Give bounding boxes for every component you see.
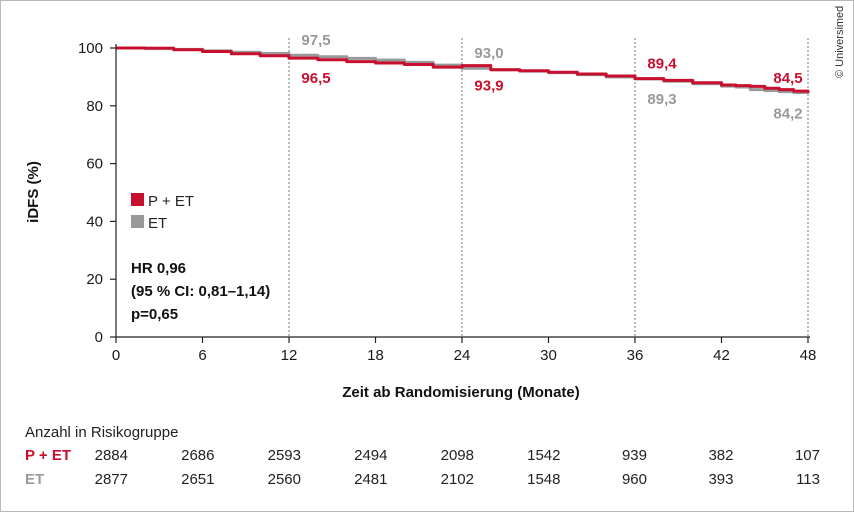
p-value: p=0,65 <box>131 306 178 323</box>
annotation-value: 96,5 <box>301 70 330 87</box>
x-tick-label: 48 <box>800 347 817 364</box>
y-tick-label: 100 <box>78 40 103 57</box>
confidence-interval: (95 % CI: 0,81–1,14) <box>131 283 270 300</box>
annotation-value: 97,5 <box>301 32 330 49</box>
y-tick-label: 20 <box>86 271 103 288</box>
risk-cell: 2593 <box>267 447 301 464</box>
risk-cell: 1542 <box>527 447 561 464</box>
y-tick-label: 60 <box>86 156 103 173</box>
axes: 0 20 40 60 80 100 0 6 12 18 24 30 36 42 48 <box>78 40 816 364</box>
risk-row-label: ET <box>25 471 45 488</box>
x-tick-label: 36 <box>627 347 644 364</box>
risk-cell: 2481 <box>354 471 388 488</box>
risk-row-et: ET 2877 2651 2560 2481 2102 1548 960 393 113 <box>25 468 845 492</box>
annotation-value: 93,9 <box>474 78 503 95</box>
x-tick-label: 6 <box>198 347 206 364</box>
legend-swatch-p-et <box>131 193 144 206</box>
risk-table: Anzahl in Risikogruppe P + ET 2884 2686 25… <box>25 422 845 492</box>
km-chart: 0 20 40 60 80 100 0 6 12 18 24 30 36 42 48 97,5 96,5 93,… <box>25 6 846 401</box>
risk-cell: 382 <box>708 447 734 464</box>
risk-cell: 960 <box>621 471 647 488</box>
legend-label-et: ET <box>148 215 167 232</box>
y-tick-label: 80 <box>86 98 103 115</box>
risk-row-label: P + ET <box>25 447 71 464</box>
y-axis-title: iDFS (%) <box>25 161 42 223</box>
risk-cell: 2098 <box>440 447 474 464</box>
stats-block: HR 0,96 (95 % CI: 0,81–1,14) p=0,65 <box>131 260 270 323</box>
series-line-p-et <box>116 46 810 93</box>
legend-label-p-et: P + ET <box>148 193 194 210</box>
risk-cell: 2651 <box>181 471 215 488</box>
copyright-credit: © Universimed <box>834 6 846 78</box>
y-tick-label: 40 <box>86 213 103 230</box>
x-tick-label: 24 <box>454 347 471 364</box>
annotation-value: 84,2 <box>773 106 802 123</box>
legend: P + ET ET <box>131 193 194 232</box>
risk-cell: 2686 <box>181 447 215 464</box>
annotation-value: 89,3 <box>647 91 676 108</box>
risk-cell: 2560 <box>267 471 301 488</box>
risk-cell: 113 <box>796 471 820 488</box>
annotation-value: 93,0 <box>474 45 503 62</box>
legend-swatch-et <box>131 215 144 228</box>
value-annotations: 97,5 96,5 93,0 93,9 89,4 89,3 84,5 84,2 <box>301 32 802 122</box>
risk-cell: 2102 <box>440 471 474 488</box>
risk-table-title: Anzahl in Risikogruppe <box>25 424 179 441</box>
risk-cell: 939 <box>621 447 647 464</box>
risk-row-p-et: P + ET 2884 2686 2593 2494 2098 1542 939 382 107 <box>25 444 845 468</box>
risk-cell: 393 <box>708 471 734 488</box>
risk-cell: 2877 <box>94 471 128 488</box>
series-layer <box>116 46 810 94</box>
vertical-reference-lines <box>288 38 809 337</box>
x-tick-label: 18 <box>367 347 384 364</box>
x-tick-label: 42 <box>713 347 730 364</box>
y-tick-label: 0 <box>95 329 103 346</box>
x-tick-label: 0 <box>112 347 120 364</box>
risk-cell: 107 <box>794 447 820 464</box>
annotation-value: 89,4 <box>647 56 677 73</box>
x-axis-title: Zeit ab Randomisierung (Monate) <box>342 384 580 401</box>
annotation-value: 84,5 <box>773 70 802 87</box>
risk-cell: 2884 <box>94 447 128 464</box>
risk-cell: 1548 <box>527 471 561 488</box>
risk-cell: 2494 <box>354 447 388 464</box>
x-tick-label: 12 <box>281 347 298 364</box>
hazard-ratio: HR 0,96 <box>131 260 186 277</box>
x-tick-label: 30 <box>540 347 557 364</box>
